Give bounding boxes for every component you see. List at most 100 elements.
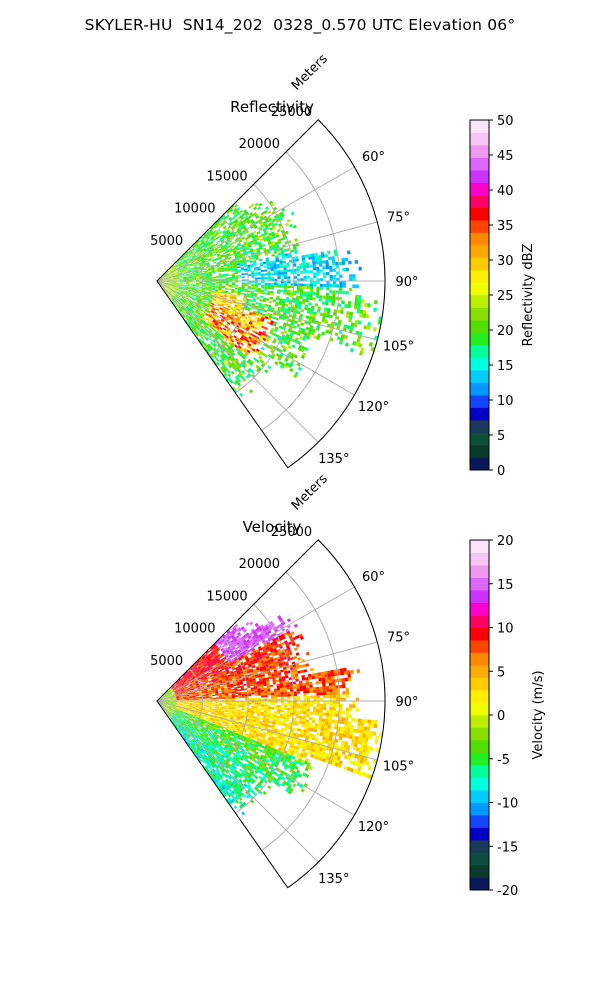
field-cell bbox=[206, 296, 210, 299]
field-cell bbox=[199, 658, 203, 662]
field-cell bbox=[255, 257, 259, 261]
field-cell bbox=[216, 228, 221, 232]
field-cell bbox=[185, 302, 189, 306]
colorbar-swatch bbox=[470, 207, 489, 221]
field-cell bbox=[178, 678, 181, 681]
field-cell bbox=[258, 633, 262, 638]
field-cell bbox=[212, 298, 217, 301]
field-cell bbox=[217, 667, 221, 670]
field-cell bbox=[214, 662, 218, 665]
field-cell bbox=[299, 636, 304, 640]
field-cell bbox=[249, 224, 253, 228]
field-cell bbox=[212, 276, 216, 279]
field-cell bbox=[261, 235, 266, 239]
field-cell bbox=[247, 316, 252, 319]
field-cell bbox=[216, 218, 221, 223]
field-cell bbox=[169, 283, 173, 285]
field-cell bbox=[178, 295, 182, 298]
field-cell bbox=[304, 304, 309, 308]
field-cell bbox=[178, 264, 182, 267]
field-cell bbox=[287, 308, 291, 312]
field-cell bbox=[190, 258, 194, 261]
field-cell bbox=[194, 311, 199, 314]
field-cell bbox=[222, 299, 226, 302]
field-cell bbox=[226, 295, 231, 298]
range-ring bbox=[261, 151, 340, 431]
field-cell bbox=[211, 256, 215, 260]
field-cell bbox=[245, 650, 250, 654]
field-cell bbox=[297, 657, 302, 661]
field-cell bbox=[183, 687, 187, 690]
field-cell bbox=[193, 252, 197, 255]
field-cell bbox=[171, 692, 175, 695]
field-cell bbox=[186, 295, 190, 298]
field-cell bbox=[177, 689, 181, 691]
field-cell bbox=[247, 358, 252, 363]
field-cell bbox=[261, 639, 266, 643]
field-cell bbox=[251, 343, 256, 347]
field-cell bbox=[201, 241, 206, 245]
field-cell bbox=[326, 272, 330, 276]
field-cell bbox=[358, 342, 363, 348]
field-cell bbox=[185, 295, 189, 298]
field-cell bbox=[162, 275, 165, 278]
field-cell bbox=[203, 233, 208, 237]
field-cell bbox=[206, 263, 210, 265]
field-cell bbox=[234, 312, 239, 316]
field-cell bbox=[174, 691, 178, 694]
field-cell bbox=[180, 256, 184, 260]
field-cell bbox=[203, 658, 207, 662]
field-cell bbox=[360, 347, 365, 353]
field-cell bbox=[164, 287, 167, 290]
field-cell bbox=[243, 647, 248, 651]
field-cell bbox=[252, 230, 257, 234]
field-cell bbox=[230, 253, 234, 256]
field-cell bbox=[263, 222, 268, 227]
field-cell bbox=[224, 668, 229, 671]
field-cell bbox=[236, 299, 240, 302]
field-cell bbox=[316, 281, 320, 284]
field-cell bbox=[179, 274, 183, 276]
field-cell bbox=[194, 267, 198, 270]
field-cell bbox=[242, 219, 247, 223]
field-cell bbox=[230, 339, 234, 343]
field-cell bbox=[188, 270, 192, 272]
field-cell bbox=[196, 279, 200, 281]
field-cell bbox=[186, 672, 189, 676]
field-cell bbox=[169, 277, 173, 279]
field-cell bbox=[245, 644, 250, 648]
field-cell bbox=[272, 218, 276, 222]
field-cell bbox=[191, 298, 195, 301]
field-cell bbox=[180, 687, 184, 690]
field-cell bbox=[204, 302, 208, 305]
field-cell bbox=[167, 271, 170, 274]
field-cell bbox=[172, 284, 177, 286]
field-cell bbox=[165, 285, 169, 287]
field-cell bbox=[238, 232, 243, 236]
field-cell bbox=[182, 678, 186, 681]
field-cell bbox=[188, 249, 191, 253]
field-cell bbox=[194, 242, 198, 246]
field-cell bbox=[192, 262, 196, 265]
field-cell bbox=[260, 291, 264, 295]
field-cell bbox=[181, 289, 185, 292]
field-cell bbox=[213, 660, 218, 664]
field-cell bbox=[270, 266, 274, 270]
field-cell bbox=[258, 647, 263, 652]
field-cell bbox=[264, 644, 269, 649]
field-cell bbox=[257, 652, 262, 656]
field-cell bbox=[306, 283, 311, 287]
field-cell bbox=[212, 343, 216, 348]
field-cell bbox=[176, 292, 180, 295]
field-cell bbox=[234, 225, 239, 229]
field-cell bbox=[249, 334, 253, 339]
field-cell bbox=[322, 272, 327, 276]
field-cell bbox=[207, 321, 211, 325]
field-cell bbox=[239, 311, 243, 314]
field-cell bbox=[195, 298, 199, 301]
field-cell bbox=[238, 255, 242, 258]
field-cell bbox=[174, 684, 178, 687]
field-cell bbox=[201, 290, 205, 292]
field-cell bbox=[223, 251, 227, 255]
field-cell bbox=[263, 630, 268, 634]
